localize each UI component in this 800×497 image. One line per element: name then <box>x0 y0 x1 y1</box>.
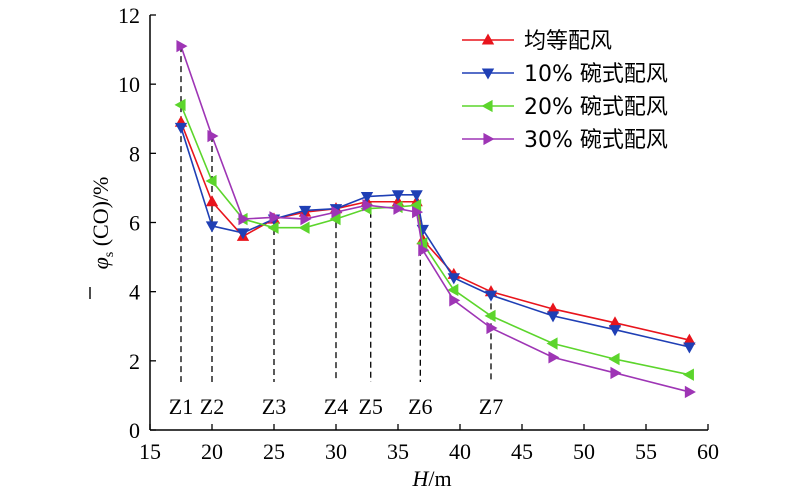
x-tick-label: 25 <box>263 439 285 464</box>
x-tick-label: 50 <box>573 439 595 464</box>
data-point <box>546 302 560 314</box>
axes: 15 20 25 30 35 40 45 50 55 60 0 2 4 6 8 10 12 <box>118 3 719 464</box>
series-line <box>180 121 690 341</box>
data-point <box>412 205 424 219</box>
data-point <box>484 290 498 302</box>
data-point <box>362 199 374 212</box>
data-point <box>684 385 696 399</box>
legend-marker <box>481 33 495 45</box>
data-point <box>418 243 430 257</box>
data-point <box>238 212 250 226</box>
data-point <box>449 294 461 307</box>
data-point <box>610 366 622 380</box>
data-point <box>329 212 341 226</box>
zone-label: Z2 <box>200 394 224 419</box>
y-axis-label-rest: (CO)/% <box>88 177 113 252</box>
data-point <box>298 221 310 234</box>
y-axis-label: φs (CO)/% <box>88 177 117 299</box>
data-point <box>205 221 219 233</box>
data-point <box>410 190 423 202</box>
x-tick-label: 20 <box>201 439 223 464</box>
x-tick-label: 60 <box>697 439 719 464</box>
zone-label: Z7 <box>479 394 503 419</box>
x-tick-label: 40 <box>449 439 471 464</box>
y-tick-label: 0 <box>129 418 140 443</box>
data-point <box>608 352 620 366</box>
data-point <box>682 368 694 381</box>
data-point <box>608 316 622 328</box>
legend-label: 20% 碗式配风 <box>524 95 668 120</box>
data-point <box>683 333 696 345</box>
y-axis-label-subscript: s <box>102 252 117 257</box>
data-point <box>484 309 496 323</box>
data-point <box>174 122 188 134</box>
y-tick-label: 2 <box>129 349 140 374</box>
x-axis-label-italic: H <box>411 466 429 491</box>
data-point <box>447 273 460 285</box>
data-point <box>360 192 374 204</box>
data-point <box>205 195 219 207</box>
data-point <box>300 212 312 226</box>
data-point <box>298 205 312 217</box>
series-lines <box>174 39 696 399</box>
data-point <box>548 351 560 364</box>
x-tick-label: 45 <box>511 439 533 464</box>
y-tick-label: 12 <box>118 3 140 28</box>
data-point <box>608 325 622 337</box>
y-tick-label: 10 <box>118 72 140 97</box>
x-axis-label-unit: /m <box>428 466 451 491</box>
legend-label: 10% 碗式配风 <box>524 62 668 87</box>
data-point <box>393 202 405 215</box>
data-point <box>546 311 560 323</box>
x-axis-label: H/m <box>411 466 451 491</box>
data-point <box>486 321 498 335</box>
data-point <box>447 283 459 297</box>
data-point <box>174 98 186 112</box>
data-point <box>205 174 217 188</box>
y-axis-label-symbol: φ <box>88 257 113 269</box>
data-point <box>207 129 219 143</box>
legend-marker <box>481 99 493 113</box>
x-tick-label: 15 <box>139 439 161 464</box>
y-tick-label: 8 <box>129 141 140 166</box>
svg-text:φs (CO)/%: φs (CO)/% <box>88 177 117 270</box>
zone-label: Z5 <box>358 394 382 419</box>
series-line <box>180 127 690 348</box>
data-point <box>267 221 279 234</box>
zone-label: Z6 <box>408 394 432 419</box>
x-tick-label: 30 <box>325 439 347 464</box>
legend-marker <box>481 68 495 80</box>
data-point <box>683 342 696 354</box>
x-tick-label: 55 <box>635 439 657 464</box>
legend-marker <box>483 132 495 146</box>
x-tick-label: 35 <box>387 439 409 464</box>
zone-label: Z1 <box>169 394 193 419</box>
zone-label: Z3 <box>262 394 286 419</box>
y-tick-label: 6 <box>129 211 140 236</box>
data-point <box>236 228 250 240</box>
y-tick-label: 4 <box>129 280 140 305</box>
legend-label: 30% 碗式配风 <box>524 128 668 153</box>
data-point <box>269 211 281 224</box>
legend: 均等配风 10% 碗式配风 20% 碗式配风 30% 碗式配风 <box>462 29 668 153</box>
legend-label: 均等配风 <box>524 29 612 54</box>
data-point <box>176 39 188 53</box>
data-point <box>410 199 422 212</box>
data-point <box>391 190 405 202</box>
data-point <box>331 205 343 219</box>
zone-markers: Z1 Z2 Z3 Z4 Z5 Z6 Z7 <box>169 46 503 419</box>
data-point <box>546 337 558 350</box>
zone-label: Z4 <box>324 394 348 419</box>
